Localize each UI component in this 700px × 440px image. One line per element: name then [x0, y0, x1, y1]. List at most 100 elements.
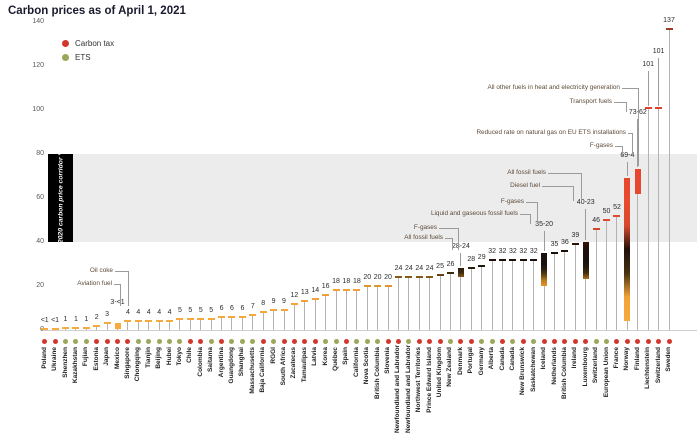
country-label: Canada [508, 347, 516, 371]
value-label: 50 [602, 208, 611, 215]
range-bar [624, 178, 631, 322]
bar-cap [62, 326, 69, 329]
bar-stem [522, 259, 524, 330]
country-label: Switzerland [654, 347, 662, 384]
bar-cap [51, 327, 59, 330]
country-dot [333, 339, 339, 344]
annotation-text: Diesel fuel [510, 182, 540, 189]
bar-cap [155, 320, 163, 323]
country-label: European Union [602, 347, 610, 398]
bar-stem [439, 275, 441, 330]
bar-cap [446, 271, 454, 274]
country-dot [281, 339, 287, 344]
country-dot [229, 339, 235, 344]
bar-stem [481, 266, 483, 330]
annotation-text: All other fuels in heat and electricity … [487, 84, 620, 91]
bar-stem [512, 259, 514, 330]
country-label: Shanghai [238, 347, 246, 377]
annotation-text: All fossil fuels [507, 169, 546, 176]
country-label: Liechtenstein [644, 347, 652, 389]
bar-cap [571, 243, 579, 246]
chart-legend: Carbon tax ETS [62, 36, 114, 64]
value-label: 32 [488, 247, 496, 255]
value-label: 6 [240, 304, 245, 312]
bar-cap [72, 326, 80, 329]
bar-stem [418, 277, 420, 330]
bar-cap [363, 285, 371, 287]
range-bar [582, 242, 589, 280]
annotation-line [530, 214, 531, 224]
value-label: 24 [404, 265, 413, 273]
country-dot [94, 339, 100, 344]
bar-cap [82, 326, 90, 329]
bar-cap [332, 289, 340, 292]
country-label: Newfoundland and Labrador [394, 344, 402, 433]
bar-stem [169, 321, 171, 330]
bar-stem [262, 312, 264, 330]
value-label: <1 [40, 316, 49, 324]
bar-cap [488, 258, 496, 261]
country-label: Saskatchewan [529, 347, 537, 392]
bar-stem [75, 327, 77, 330]
country-dot [656, 339, 662, 344]
bar-stem [127, 321, 129, 330]
country-label: Germany [477, 347, 485, 376]
country-dot [135, 339, 141, 344]
value-label: 18 [352, 278, 361, 286]
bar-stem [148, 321, 150, 330]
value-label: 4 [125, 309, 130, 317]
annotation-line [626, 102, 627, 112]
country-label: Tokyo [175, 347, 183, 366]
bar-stem [179, 319, 181, 330]
bar-stem [554, 253, 556, 330]
annotation-line [632, 133, 633, 156]
country-dot [177, 339, 183, 344]
value-label: 28 [467, 256, 476, 264]
bar-stem [595, 228, 597, 330]
value-label: 24 [425, 265, 434, 273]
value-label: 13 [300, 289, 309, 297]
bar-stem [533, 259, 535, 330]
bar-cap [405, 276, 413, 279]
country-label: United Kingdom [436, 347, 444, 398]
country-label: Nova Scotia [363, 347, 371, 385]
annotation-text: Oil coke [89, 267, 113, 274]
bar-stem [304, 301, 306, 330]
value-label: 24 [415, 265, 424, 273]
country-dot [63, 339, 68, 344]
country-dot [562, 339, 568, 344]
country-dot [73, 339, 79, 344]
country-dot [645, 339, 651, 344]
country-dot [531, 339, 537, 344]
annotation-line [548, 173, 581, 174]
country-dot [437, 339, 443, 344]
country-label: Finland [633, 347, 641, 371]
country-label: Guangdong [227, 347, 235, 384]
country-dot [500, 339, 506, 344]
value-label: 25 [436, 263, 444, 270]
country-label: Baja California [259, 347, 267, 393]
country-label: Spain [342, 347, 350, 365]
country-label: Portugal [467, 347, 475, 374]
leader-line [543, 231, 545, 251]
value-label: 32 [519, 247, 528, 255]
range-bar [634, 169, 641, 194]
annotation-text: Reduced rate on natural gas on EU ETS in… [476, 129, 626, 136]
value-label: 20 [363, 274, 372, 281]
bar-cap [134, 320, 142, 323]
bar-cap [665, 27, 673, 30]
country-label: Alberta [488, 347, 496, 370]
bar-cap [249, 313, 257, 316]
bar-cap [415, 276, 423, 279]
bar-stem [606, 220, 608, 330]
bar-cap [322, 293, 330, 296]
bar-cap [103, 322, 111, 325]
value-label: 2 [94, 313, 99, 321]
bar-stem [189, 319, 191, 330]
country-dot [416, 339, 422, 344]
value-label: 5 [178, 307, 182, 314]
bar-stem [366, 286, 368, 330]
country-dot [447, 339, 453, 344]
bar-stem [470, 268, 472, 330]
country-label: Fujian [82, 347, 90, 367]
